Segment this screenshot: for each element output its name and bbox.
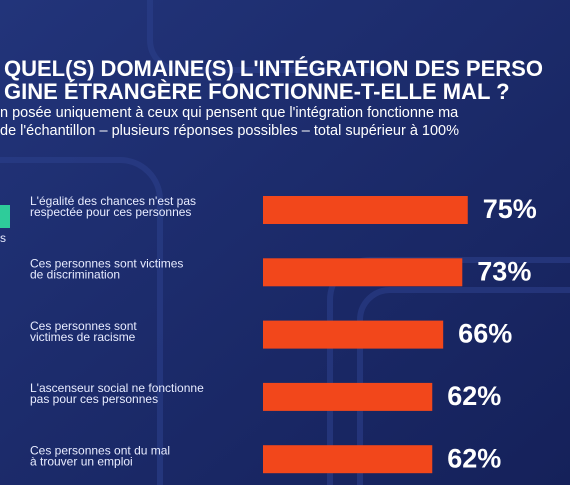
category-label: victimes de racisme — [30, 330, 136, 344]
value-label: 73% — [477, 256, 531, 286]
value-label: 62% — [447, 443, 501, 473]
subtitle: de l'échantillon – plusieurs réponses po… — [0, 123, 459, 139]
category-label: Ces personnes sont — [30, 319, 137, 333]
value-label: 75% — [483, 194, 537, 224]
chart-title: QUEL(S) DOMAINE(S) L'INTÉGRATION DES PER… — [4, 56, 543, 81]
bar — [263, 445, 433, 474]
category-label: respectée pour ces personnes — [30, 205, 191, 219]
value-label: 66% — [458, 319, 512, 349]
category-label: Ces personnes sont victimes — [30, 256, 183, 270]
bar — [263, 196, 468, 224]
chart-title: GINE ÉTRANGÈRE FONCTIONNE-T-ELLE MAL ? — [4, 79, 510, 104]
category-label: à trouver un emploi — [30, 454, 133, 468]
side-marker — [0, 205, 10, 228]
category-label: L'ascenseur social ne fonctionne — [30, 381, 204, 395]
side-label: s — [0, 231, 6, 245]
category-label: L'égalité des chances n'est pas — [30, 194, 196, 208]
category-label: Ces personnes ont du mal — [30, 443, 170, 457]
bar — [263, 382, 433, 411]
bar — [263, 258, 463, 287]
value-label: 62% — [447, 381, 501, 411]
subtitle: n posée uniquement à ceux qui pensent qu… — [0, 105, 459, 121]
category-label: pas pour ces personnes — [30, 392, 158, 406]
category-label: de discrimination — [30, 267, 120, 281]
bar — [263, 320, 444, 349]
